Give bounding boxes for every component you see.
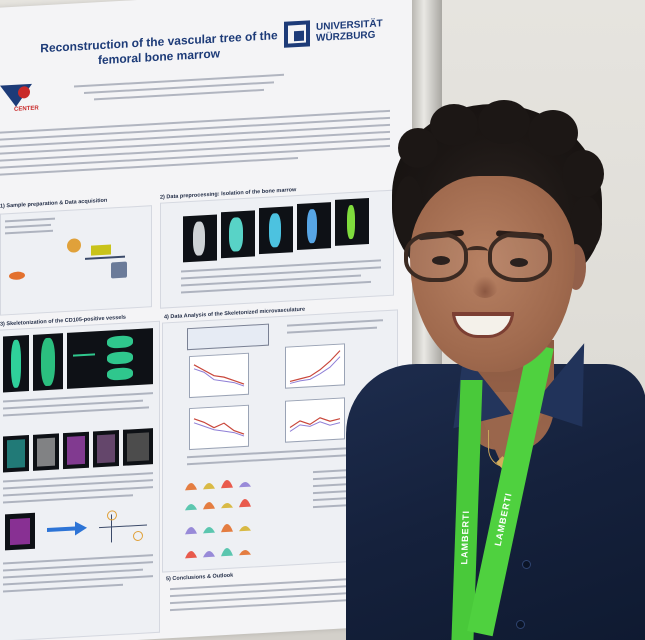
- shirt-button: [516, 620, 525, 629]
- mouse-icon: [9, 271, 25, 281]
- stack-image-2: [221, 210, 255, 259]
- university-mark-icon: [284, 20, 310, 48]
- hair-curl: [570, 196, 602, 252]
- shirt-button: [522, 560, 531, 569]
- plot-4: [285, 397, 345, 443]
- hair-curl: [430, 104, 478, 146]
- plot-2: [285, 343, 345, 389]
- distribution-grid: [183, 466, 303, 569]
- femur-schematic: [187, 323, 269, 351]
- poster-authors-block: [54, 71, 304, 101]
- research-poster: Reconstruction of the vascular tree of t…: [0, 0, 414, 640]
- section-2-panel: [160, 189, 394, 309]
- person-face: [410, 176, 575, 372]
- vessel-image-1: [3, 335, 29, 393]
- hair-curl: [528, 110, 578, 156]
- texture-image-2: [33, 433, 59, 471]
- skeleton-image: [5, 512, 35, 551]
- university-name: UNIVERSITÄT WÜRZBURG: [316, 18, 383, 44]
- section-4-panel: [162, 309, 398, 573]
- stack-image-5: [335, 198, 369, 246]
- stack-image-1: [183, 214, 217, 263]
- lanyard-text-right: LAMBERTI: [492, 491, 514, 547]
- eye-right: [510, 258, 528, 267]
- plot-1: [189, 352, 249, 399]
- vessel-image-3: [67, 328, 153, 389]
- texture-image-5: [123, 428, 153, 466]
- person-nose: [472, 276, 498, 298]
- eyeglasses-icon: [404, 232, 556, 288]
- skeleton-arrow-icon: [41, 520, 91, 539]
- stack-image-3: [259, 206, 293, 255]
- vessel-image-2: [33, 333, 63, 391]
- center-logo-label: CENTER: [14, 105, 39, 113]
- section-1-panel: [0, 205, 152, 316]
- lanyard-text-left: LAMBERTI: [459, 510, 471, 565]
- texture-image-3: [63, 431, 89, 470]
- graph-diagram: [95, 506, 151, 549]
- stack-image-4: [297, 202, 331, 251]
- texture-image-1: [3, 435, 29, 473]
- section-3-panel: [0, 320, 160, 640]
- poster-title: Reconstruction of the vascular tree of t…: [34, 28, 284, 72]
- texture-image-4: [93, 430, 119, 468]
- center-logo: CENTER: [0, 83, 44, 115]
- poster-abstract: [0, 109, 398, 189]
- hair-curl: [398, 128, 438, 168]
- hair-curl: [562, 150, 604, 198]
- plot-3: [189, 404, 249, 451]
- university-logo: UNIVERSITÄT WÜRZBURG: [284, 10, 394, 56]
- university-name-line-2: WÜRZBURG: [316, 29, 376, 44]
- hair-curl: [478, 100, 530, 144]
- workflow-diagram: [61, 227, 141, 291]
